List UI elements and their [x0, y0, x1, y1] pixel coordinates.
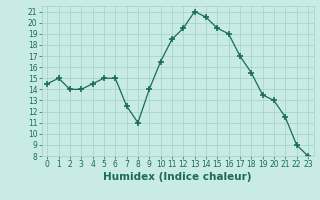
- X-axis label: Humidex (Indice chaleur): Humidex (Indice chaleur): [103, 172, 252, 182]
